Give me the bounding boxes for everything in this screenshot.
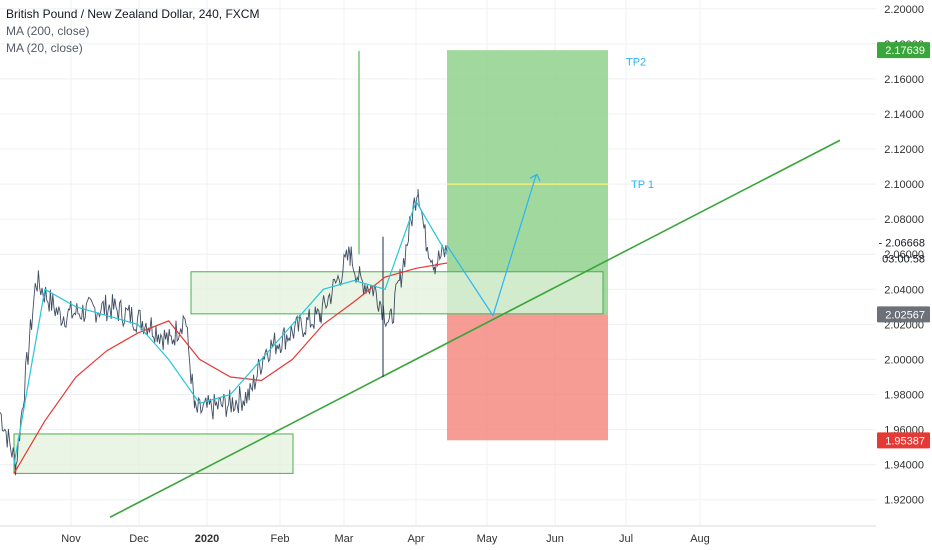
projection-path — [446, 175, 537, 317]
x-tick-label: Jul — [619, 533, 633, 545]
annotation-label: TP2 — [626, 56, 646, 68]
y-tick-label: 2.20000 — [884, 4, 924, 16]
x-tick-label: Mar — [335, 533, 354, 545]
ma20-line — [13, 200, 448, 465]
loss-zone — [447, 314, 608, 441]
profit-zone — [447, 50, 608, 315]
ma200-line — [13, 262, 448, 474]
y-tick-label: 1.98000 — [884, 390, 924, 402]
price-label-badge — [877, 42, 930, 59]
price-label-text: 2.17639 — [885, 45, 925, 57]
x-tick-label: 2020 — [195, 533, 219, 545]
support-zone — [190, 271, 604, 315]
support-zone — [13, 433, 294, 474]
x-tick-label: Aug — [690, 533, 710, 545]
y-tick-label: 2.10000 — [884, 179, 924, 191]
chart-title: British Pound / New Zealand Dollar, 240,… — [6, 7, 260, 21]
projection-arrowhead — [529, 173, 541, 182]
legend-ma20: MA (20, close) — [6, 41, 83, 55]
x-tick-label: Jun — [546, 533, 564, 545]
y-tick-label: 1.94000 — [884, 460, 924, 472]
x-tick-label: Nov — [61, 533, 81, 545]
y-tick-label: 2.04000 — [884, 284, 924, 296]
trendline — [109, 139, 841, 518]
x-tick-label: May — [477, 533, 498, 545]
chart-legend: British Pound / New Zealand Dollar, 240,… — [6, 6, 259, 57]
price-label-badge — [877, 306, 930, 323]
y-tick-label: 2.16000 — [884, 74, 924, 86]
y-tick-label: 1.92000 — [884, 495, 924, 507]
y-tick-label: 2.00000 — [884, 354, 924, 366]
legend-ma200: MA (200, close) — [6, 24, 90, 38]
price-label-text: 2.02567 — [885, 309, 925, 321]
y-tick-label: 2.06000 — [884, 249, 924, 261]
price-label-badge — [877, 432, 930, 449]
annotation-label: TP 1 — [631, 179, 654, 191]
x-tick-label: Feb — [271, 533, 290, 545]
price-label-text: 1.95387 — [885, 435, 925, 447]
y-tick-label: 2.12000 — [884, 144, 924, 156]
price-label-text: - 2.06668 — [879, 238, 925, 250]
y-tick-label: 2.14000 — [884, 109, 924, 121]
price-line — [0, 188, 448, 476]
x-tick-label: Apr — [407, 533, 424, 545]
price-label-text: 03:00:58 — [882, 254, 925, 266]
y-tick-label: 2.08000 — [884, 214, 924, 226]
x-tick-label: Dec — [129, 533, 149, 545]
